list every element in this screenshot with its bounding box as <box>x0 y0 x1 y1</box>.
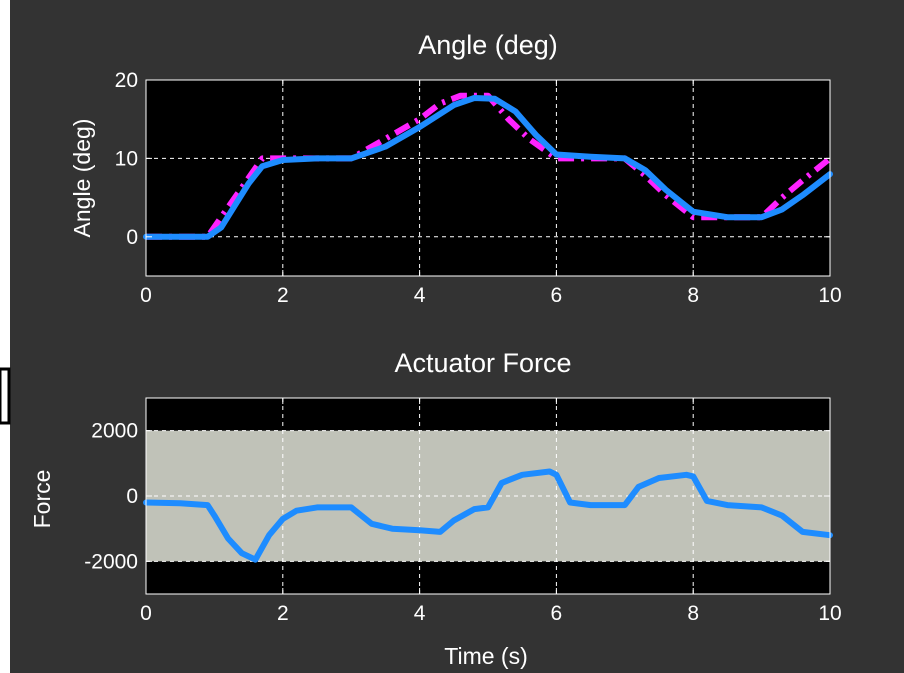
angle-x-tick-label: 4 <box>414 284 426 307</box>
angle-x-tick-label: 8 <box>687 284 699 307</box>
force-y-axis-label: Force <box>29 470 55 529</box>
angle-chart-title: Angle (deg) <box>418 30 558 60</box>
force-y-tick-label: -2000 <box>84 550 138 573</box>
angle-x-tick-label: 6 <box>551 284 563 307</box>
angle-plot-area <box>146 80 830 276</box>
force-grid <box>146 398 830 594</box>
angle-y-axis-label: Angle (deg) <box>69 119 95 238</box>
force-x-tick-label: 4 <box>414 602 426 625</box>
force-x-tick-label: 0 <box>140 602 152 625</box>
angle-y-tick-label: 0 <box>126 226 138 249</box>
force-x-axis-label: Time (s) <box>444 643 527 669</box>
angle-series-line-measured <box>143 95 833 240</box>
force-limit-band <box>146 430 830 562</box>
force-chart-title: Actuator Force <box>394 348 571 378</box>
angle-y-tick-label: 20 <box>115 69 138 92</box>
angle-ticks: 0 2 4 6 8 10 0 10 20 <box>115 69 842 307</box>
angle-y-tick-label: 10 <box>115 147 138 170</box>
angle-axes: 0 2 4 6 8 10 0 10 20 Angle (deg) Angle (deg) <box>69 30 842 307</box>
force-ticks: 0 2 4 6 8 10 -2000 0 2000 <box>84 398 842 625</box>
force-x-tick-label: 2 <box>277 602 289 625</box>
angle-x-tick-label: 2 <box>277 284 289 307</box>
force-y-tick-label: 0 <box>126 485 138 508</box>
force-y-tick-label: 2000 <box>91 420 138 443</box>
force-x-tick-label: 6 <box>551 602 563 625</box>
angle-x-tick-label: 10 <box>818 284 841 307</box>
angle-axes-frame <box>145 79 831 277</box>
left-edge-bracket <box>0 367 11 425</box>
angle-series-group <box>143 92 833 240</box>
angle-x-tick-label: 0 <box>140 284 152 307</box>
force-series-group <box>143 468 833 563</box>
force-x-tick-label: 8 <box>687 602 699 625</box>
force-axes: 0 2 4 6 8 10 -2000 0 2000 Actuator Force Force T… <box>29 348 842 669</box>
force-x-tick-label: 10 <box>818 602 841 625</box>
force-series-line-measured <box>143 468 833 563</box>
